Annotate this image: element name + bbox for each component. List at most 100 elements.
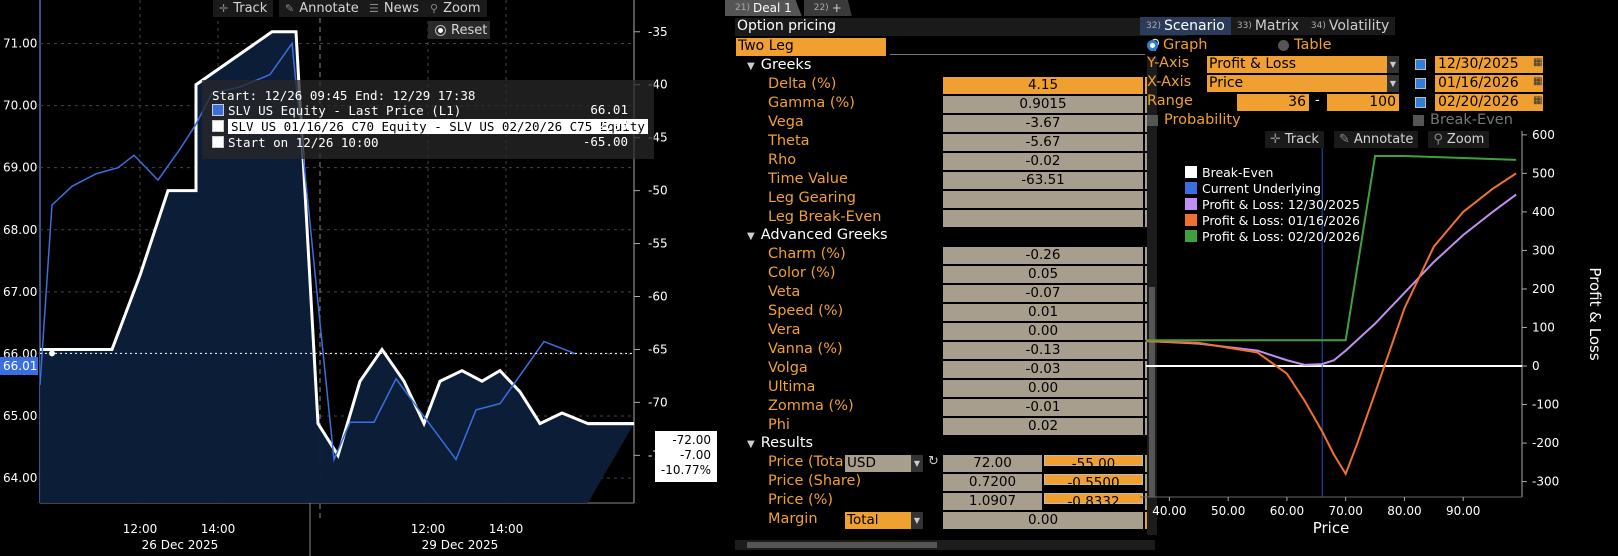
- x-axis-label: X-Axis: [1147, 74, 1192, 90]
- series-swatch: [212, 120, 224, 132]
- greek-row-vega: Vega -3.67: [735, 114, 1155, 133]
- pencil-icon: ✎: [285, 2, 295, 15]
- x-tick-label: 14:00: [201, 522, 236, 536]
- x-tick-label: 12:00: [411, 522, 446, 536]
- scenario-chart-toolbar: ✛ Track ✎ Annotate ⚲ Zoom: [1265, 131, 1490, 148]
- scenario-legend: Break-Even Current Underlying Profit & L…: [1185, 164, 1360, 244]
- reset-button[interactable]: Reset: [428, 21, 490, 39]
- left-axis-tick: 67.00: [3, 285, 37, 299]
- y-tick-label: -100: [1532, 398, 1559, 412]
- x-tick-label: 60.00: [1270, 504, 1304, 518]
- strategy-field[interactable]: Two Leg: [736, 38, 886, 56]
- date-3-checkbox[interactable]: [1415, 97, 1426, 108]
- y-tick-label: 100: [1532, 320, 1555, 334]
- date-2-checkbox[interactable]: [1415, 78, 1426, 89]
- calendar-icon[interactable]: ▦: [1533, 95, 1543, 106]
- calendar-icon[interactable]: ▦: [1533, 76, 1543, 87]
- left-axis-tick: 64.00: [3, 471, 37, 485]
- x-axis-select[interactable]: Price ▼: [1207, 75, 1399, 92]
- tab-volatility[interactable]: 34) Volatility: [1304, 17, 1396, 35]
- chevron-down-icon: ▼: [911, 512, 923, 529]
- break-even-toggle[interactable]: Break-Even: [1413, 112, 1513, 128]
- last-price-tag: 66.01: [0, 357, 38, 375]
- collapse-icon: ▼: [747, 61, 755, 72]
- date-3-field[interactable]: 02/20/2026: [1435, 94, 1543, 111]
- section-results[interactable]: ▼ Results: [747, 435, 814, 451]
- tab-matrix[interactable]: 33) Matrix: [1230, 17, 1305, 35]
- track-button[interactable]: ✛ Track: [213, 0, 274, 17]
- radio-icon: [1278, 39, 1289, 51]
- y-tick-label: 300: [1532, 243, 1555, 257]
- y-tick-label: 0: [1532, 359, 1540, 373]
- right-axis-tick: -60: [648, 290, 668, 304]
- date-2-field[interactable]: 01/16/2026: [1435, 75, 1543, 92]
- range-to-input[interactable]: 100: [1327, 94, 1399, 111]
- table-radio[interactable]: Table: [1278, 37, 1332, 53]
- series-swatch: [1185, 214, 1197, 226]
- zoom-button[interactable]: ⚲ Zoom: [424, 0, 487, 17]
- refresh-icon[interactable]: ↻: [928, 454, 939, 469]
- x-tick-label: 90.00: [1446, 504, 1480, 518]
- zoom-icon: ⚲: [1433, 132, 1443, 147]
- legend-row[interactable]: SLV US Equity - Last Price (L1): [212, 102, 461, 118]
- y-tick-label: -300: [1532, 475, 1559, 489]
- tab-add-deal[interactable]: 22) +: [803, 0, 852, 16]
- legend-row[interactable]: Start on 12/26 10:00: [212, 134, 379, 150]
- margin-mode-select[interactable]: Total ▼: [845, 512, 923, 529]
- range-from-input[interactable]: 36: [1237, 94, 1309, 111]
- radio-icon: [436, 25, 445, 35]
- greek-row-leg-gearing: Leg Gearing: [735, 190, 1155, 209]
- date-1-checkbox[interactable]: [1415, 59, 1426, 70]
- tab-deal-1[interactable]: 21) Deal 1: [725, 0, 802, 16]
- adv-row-vera: Vera 0.00: [735, 322, 1155, 341]
- adv-row-vanna: Vanna (%) -0.13: [735, 341, 1155, 360]
- annotate-button[interactable]: ✎ Annotate: [1333, 131, 1419, 148]
- collapse-icon: ▼: [747, 231, 755, 242]
- x-tick-label: 14:00: [489, 522, 524, 536]
- y-axis-select[interactable]: Profit & Loss ▼: [1207, 56, 1399, 73]
- zoom-button[interactable]: ⚲ Zoom: [1428, 131, 1490, 148]
- x-tick-label: 80.00: [1387, 504, 1421, 518]
- collapse-icon: ▼: [747, 439, 755, 450]
- adv-row-veta: Veta -0.07: [735, 284, 1155, 303]
- greek-row-delta: Delta (%) 4.15: [735, 76, 1155, 95]
- x-tick-label: 70.00: [1329, 504, 1363, 518]
- legend-value: -65.00: [582, 134, 628, 149]
- vertical-scrollbar[interactable]: [1147, 57, 1157, 535]
- series-swatch: [1185, 182, 1197, 194]
- chevron-down-icon: ▼: [911, 455, 923, 472]
- annotate-button[interactable]: ✎ Annotate: [279, 0, 365, 17]
- legend-item[interactable]: Profit & Loss: 02/20/2026: [1185, 228, 1360, 244]
- y-tick-label: 600: [1532, 128, 1555, 142]
- adv-row-volga: Volga -0.03: [735, 360, 1155, 379]
- x-tick-label: 12:00: [123, 522, 158, 536]
- legend-item[interactable]: Profit & Loss: 12/30/2025: [1185, 196, 1360, 212]
- legend-item[interactable]: Break-Even: [1185, 164, 1360, 180]
- horizontal-scrollbar[interactable]: [735, 540, 1155, 550]
- date-label: 26 Dec 2025: [142, 538, 219, 552]
- section-greeks[interactable]: ▼ Greeks: [747, 57, 812, 73]
- news-icon: ☰: [369, 2, 379, 15]
- crosshair-icon: ✛: [219, 2, 229, 15]
- date-1-field[interactable]: 12/30/2025: [1435, 56, 1543, 73]
- result-row-price-total: Price (Tota USD ▼ ↻ 72.00 -55.00: [735, 454, 1155, 473]
- graph-radio[interactable]: Graph: [1147, 37, 1207, 53]
- right-axis-tick: -70: [648, 395, 668, 409]
- greek-row-gamma: Gamma (%) 0.9015: [735, 95, 1155, 114]
- range-label: Range: [1147, 93, 1193, 109]
- tab-scenario[interactable]: 32) Scenario: [1140, 17, 1231, 35]
- profit-loss-chart[interactable]: 600 500 400 300 200 100 0 -100 -200 -300 40.00 50.0…: [1140, 127, 1618, 556]
- section-advanced-greeks[interactable]: ▼ Advanced Greeks: [747, 227, 888, 243]
- legend-item[interactable]: Current Underlying: [1185, 180, 1360, 196]
- legend-row[interactable]: SLV US 01/16/26 C70 Equity - SLV US 02/2…: [212, 118, 648, 134]
- result-row-margin: Margin Total ▼ 0.00: [735, 511, 1155, 530]
- track-button[interactable]: ✛ Track: [1265, 131, 1324, 148]
- checkbox: [1147, 114, 1158, 126]
- result-row-price-pct: Price (%) 1.0907 -0.8332: [735, 492, 1155, 511]
- news-button[interactable]: ☰ News: [363, 0, 426, 17]
- legend-item[interactable]: Profit & Loss: 01/16/2026: [1185, 212, 1360, 228]
- right-axis-tick: -55: [648, 237, 668, 251]
- probability-toggle[interactable]: Probability: [1147, 112, 1241, 128]
- calendar-icon[interactable]: ▦: [1533, 57, 1543, 68]
- currency-select[interactable]: USD ▼: [845, 455, 923, 472]
